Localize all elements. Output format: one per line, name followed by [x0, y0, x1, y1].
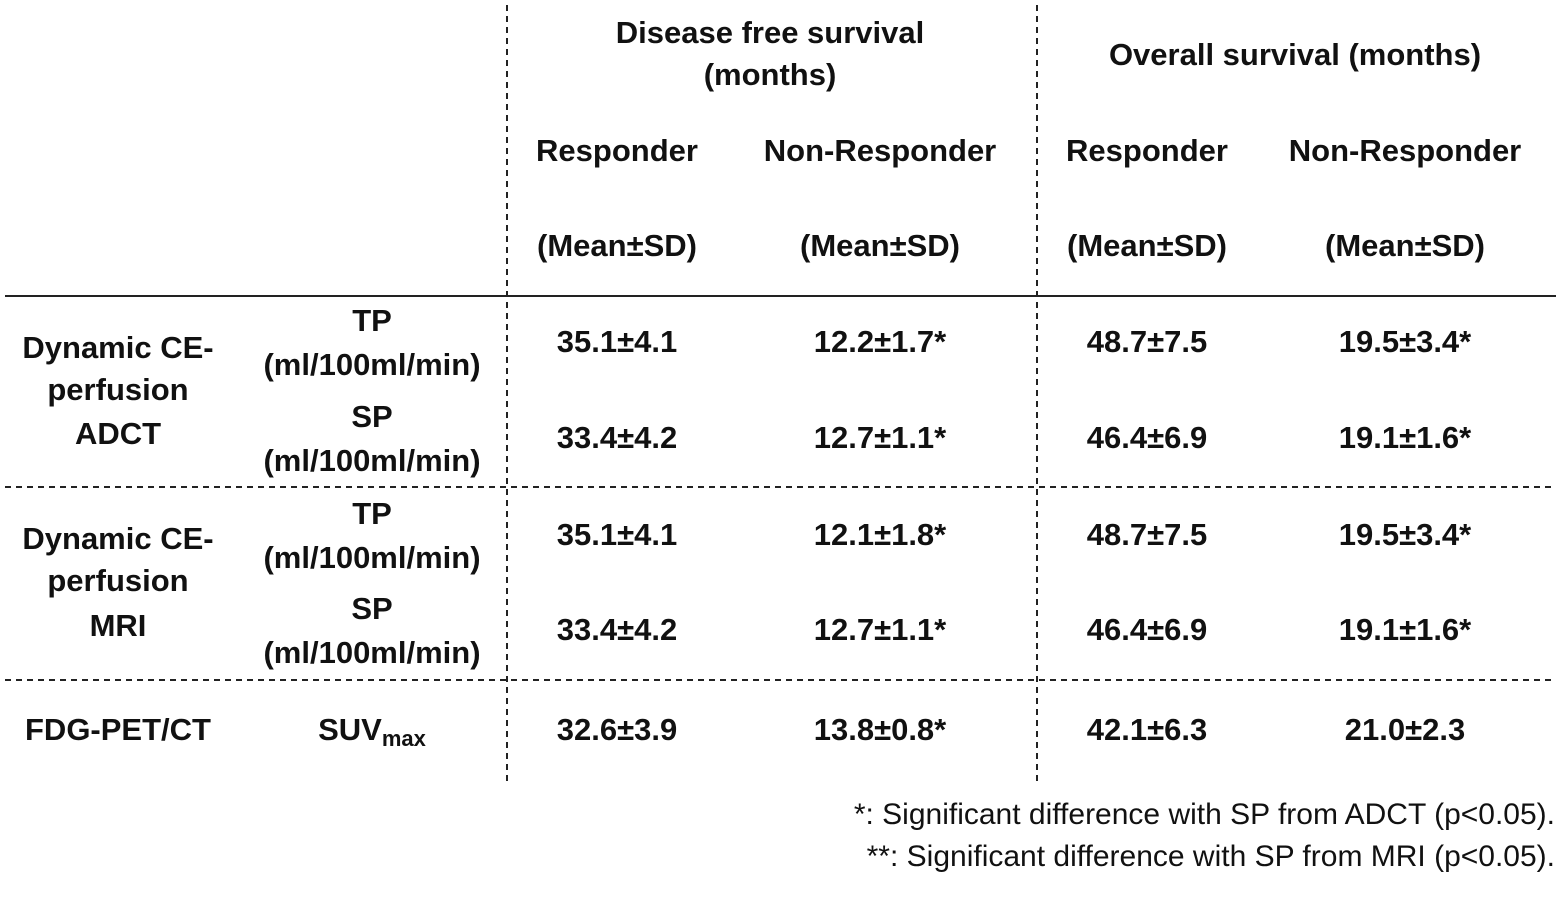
cell-value: 33.4±4.2 [557, 420, 677, 455]
row-group-label: Dynamic CE- [22, 521, 213, 556]
row-group-label: Dynamic CE- [22, 330, 213, 365]
metric-label: SUVmax [318, 712, 427, 751]
metric-unit: (ml/100ml/min) [263, 347, 480, 382]
column-stat: (Mean±SD) [537, 228, 697, 263]
cell-value: 35.1±4.1 [557, 324, 677, 359]
cell-value: 46.4±6.9 [1087, 612, 1207, 647]
row-group-label: MRI [90, 608, 147, 643]
cell-value: 32.6±3.9 [557, 712, 677, 747]
metric-label: TP [352, 303, 392, 338]
metric-unit: (ml/100ml/min) [263, 443, 480, 478]
metric-unit: (ml/100ml/min) [263, 540, 480, 575]
cell-value: 48.7±7.5 [1087, 517, 1207, 552]
column-group-header: Disease free survival [616, 15, 925, 50]
column-group-header: (months) [704, 57, 837, 92]
cell-value: 48.7±7.5 [1087, 324, 1207, 359]
column-stat: (Mean±SD) [800, 228, 960, 263]
row-group-label: perfusion [47, 563, 188, 598]
cell-value: 19.1±1.6* [1339, 420, 1472, 455]
column-group-header: Overall survival (months) [1109, 37, 1481, 72]
cell-value: 19.5±3.4* [1339, 517, 1472, 552]
column-header: Responder [536, 133, 698, 168]
cell-value: 46.4±6.9 [1087, 420, 1207, 455]
cell-value: 12.7±1.1* [814, 420, 947, 455]
column-header: Responder [1066, 133, 1228, 168]
column-header: Non-Responder [764, 133, 997, 168]
cell-value: 19.5±3.4* [1339, 324, 1472, 359]
cell-value: 12.2±1.7* [814, 324, 947, 359]
cell-value: 35.1±4.1 [557, 517, 677, 552]
cell-value: 13.8±0.8* [814, 712, 947, 747]
cell-value: 12.7±1.1* [814, 612, 947, 647]
cell-value: 33.4±4.2 [557, 612, 677, 647]
metric-unit: (ml/100ml/min) [263, 635, 480, 670]
column-stat: (Mean±SD) [1325, 228, 1485, 263]
metric-subscript: max [382, 726, 427, 751]
footnote: **: Significant difference with SP from … [867, 840, 1555, 873]
metric-name: SUV [318, 712, 382, 747]
cell-value: 19.1±1.6* [1339, 612, 1472, 647]
row-group-label: perfusion [47, 372, 188, 407]
cell-value: 21.0±2.3 [1345, 712, 1465, 747]
cell-value: 42.1±6.3 [1087, 712, 1207, 747]
column-stat: (Mean±SD) [1067, 228, 1227, 263]
footnote: *: Significant difference with SP from A… [854, 798, 1555, 831]
metric-label: TP [352, 496, 392, 531]
row-group-label: FDG-PET/CT [25, 712, 211, 747]
column-header: Non-Responder [1289, 133, 1522, 168]
row-group-label: ADCT [75, 416, 161, 451]
cell-value: 12.1±1.8* [814, 517, 947, 552]
metric-label: SP [351, 591, 392, 626]
metric-label: SP [351, 399, 392, 434]
